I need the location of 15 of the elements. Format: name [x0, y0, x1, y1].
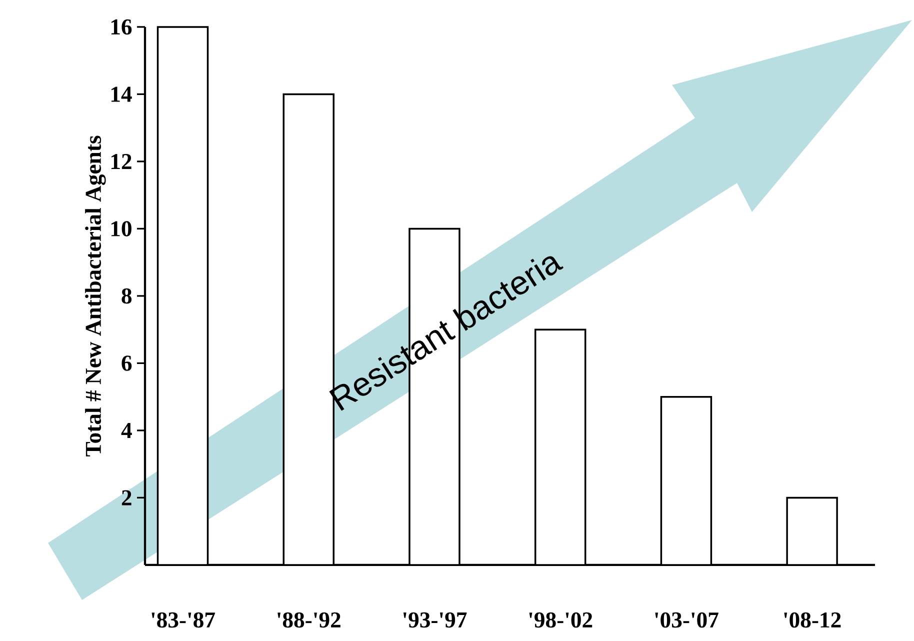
y-tick-label: 10 [111, 221, 132, 236]
y-tick-label: 8 [122, 288, 132, 304]
x-tick-label: '03-'07 [655, 612, 718, 628]
x-tick-label: '93-'97 [403, 612, 467, 628]
y-tick-label: 16 [111, 19, 132, 35]
y-tick-label: 2 [122, 490, 132, 506]
y-tick-label: 4 [121, 423, 132, 438]
x-tick-label: '98-'02 [529, 612, 592, 628]
y-tick-label: 14 [111, 86, 132, 102]
x-tick-label: '83-'87 [152, 612, 215, 628]
y-axis-title: Total # New Antibacterial Agents [85, 136, 106, 456]
x-tick-label: '08-12 [784, 612, 841, 628]
x-tick-label: '88-'92 [278, 612, 340, 628]
y-tick-label: 12 [111, 154, 132, 169]
y-tick-label: 6 [122, 356, 132, 371]
